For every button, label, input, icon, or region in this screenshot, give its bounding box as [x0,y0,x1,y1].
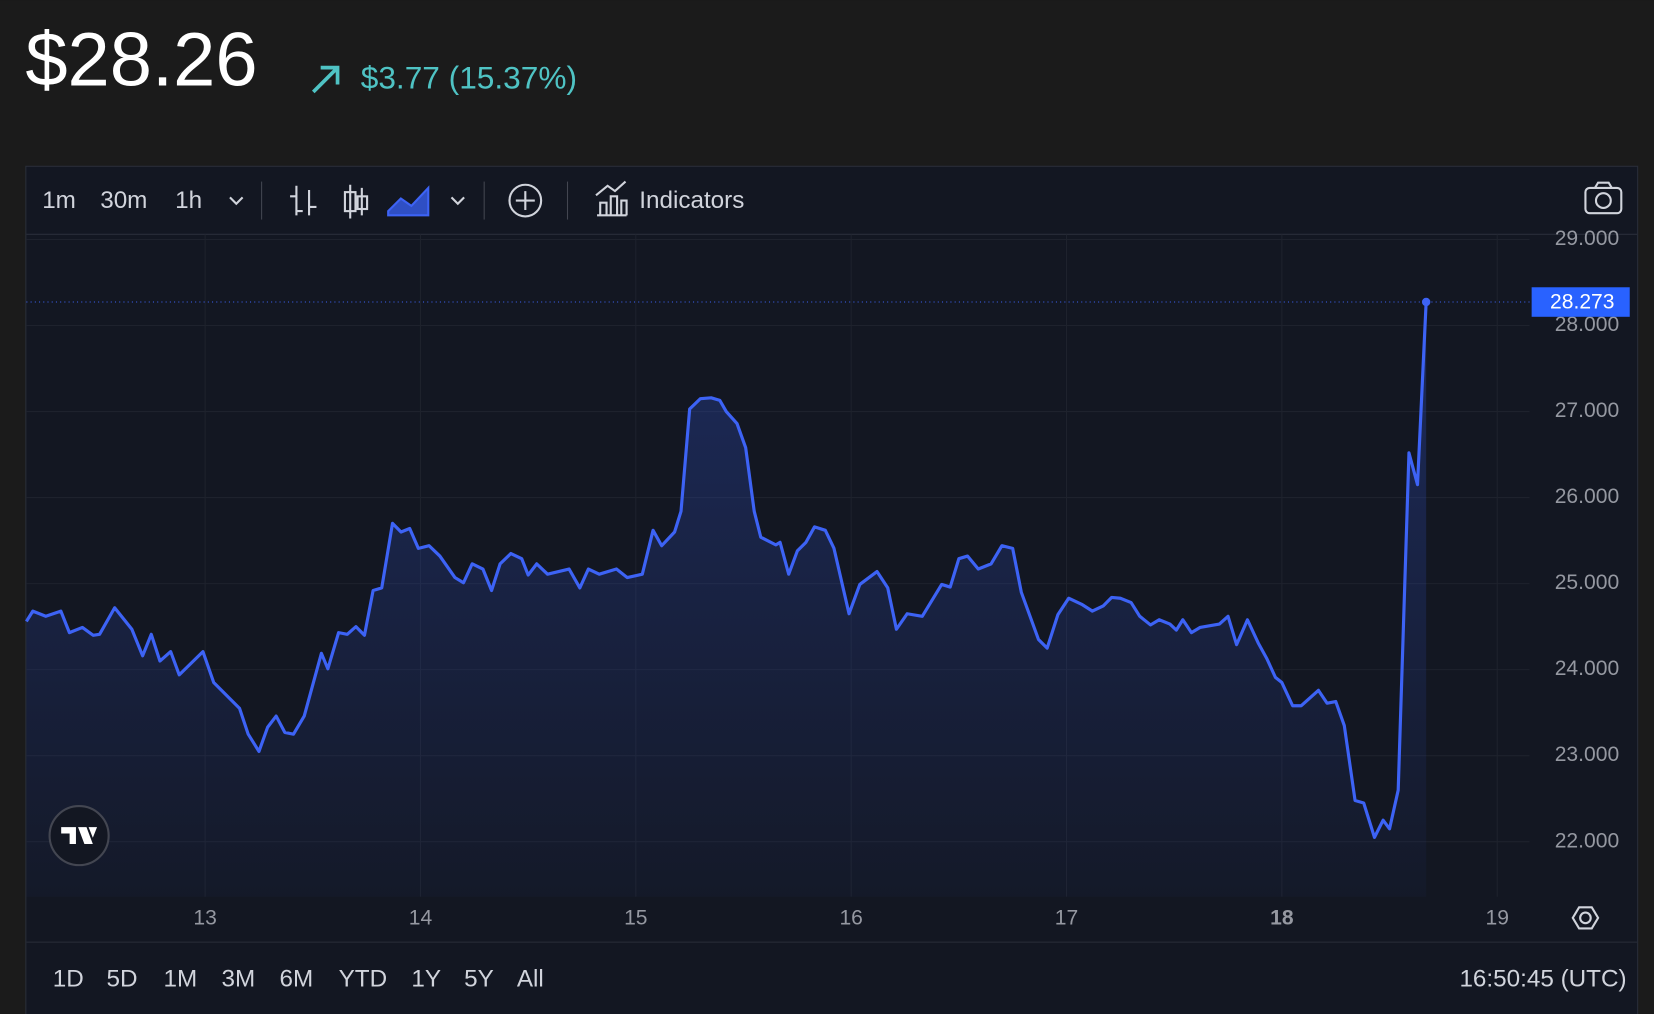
y-tick-label: 27.000 [1555,399,1619,422]
style-dropdown[interactable] [450,196,465,206]
plot [25,297,1530,897]
range-button[interactable]: YTD [339,966,388,993]
range-button[interactable]: 1M [164,966,198,993]
y-tick-label: 22.000 [1555,829,1619,852]
axes: 22.000 23.000 24.000 25.000 26.000 27.000 28.0… [193,227,1630,929]
x-tick-label: 18 [1270,906,1294,929]
camera-top [1594,181,1613,189]
range-button[interactable]: 1D [53,966,84,993]
plus [515,191,535,211]
y-tick-label: 26.000 [1555,485,1619,508]
indicators-icon[interactable] [595,180,628,217]
indicators-button[interactable]: Indicators [639,187,744,214]
range-button[interactable]: 5Y [464,966,494,993]
tv-logo[interactable] [48,804,110,867]
interval-dropdown[interactable] [229,196,244,206]
x-tick-label: 14 [409,906,433,929]
area-icon[interactable] [387,185,430,217]
bars-icon[interactable] [290,185,317,216]
range-button[interactable]: All [517,966,544,993]
last-point [1421,297,1431,307]
interval-button[interactable]: 1h [175,187,202,214]
y-tick-label: 28.000 [1555,313,1619,336]
settings-gear [1571,906,1600,930]
x-tick-label: 16 [839,906,862,929]
y-tick-label: 23.000 [1555,743,1619,766]
screenshot-button[interactable] [1584,186,1623,215]
clock: 16:50:45 (UTC) [1459,966,1626,993]
footer: 16:50:45 (UTC) 1D 5D 1M 3M 6M YTD 1Y 5Y All [53,966,1627,993]
x-tick-label: 19 [1485,906,1508,929]
last-price-label: 28.273 [1550,291,1614,314]
settings-button[interactable] [1579,911,1592,925]
interval-button[interactable]: 30m [100,187,147,214]
candles-icon[interactable] [349,184,363,219]
up-arrow [311,65,340,94]
price: $28.26 [25,18,257,103]
camera-lens [1594,192,1612,210]
area [26,302,1427,897]
range-button[interactable]: 3M [222,966,256,993]
y-tick-label: 24.000 [1555,657,1619,680]
last-price-tag [1531,287,1630,317]
tv-logo-mark [61,827,98,845]
x-tick-label: 13 [193,906,216,929]
candle-body [343,191,357,213]
y-tick-label: 25.000 [1555,571,1619,594]
range-button[interactable]: 5D [107,966,138,993]
price-line [25,301,1428,839]
compare-button[interactable] [508,183,543,218]
y-tick-label: 29.000 [1555,227,1619,250]
x-tick-label: 17 [1055,906,1078,929]
interval-button[interactable]: 1m [42,187,76,214]
range-button[interactable]: 1Y [411,966,441,993]
price-change: $3.77 (15.37%) [361,60,577,96]
x-tick-label: 15 [624,906,647,929]
range-button[interactable]: 6M [280,966,314,993]
candle-body [356,195,369,211]
toolbar: Indicators 1m 30m 1h [42,180,1623,220]
